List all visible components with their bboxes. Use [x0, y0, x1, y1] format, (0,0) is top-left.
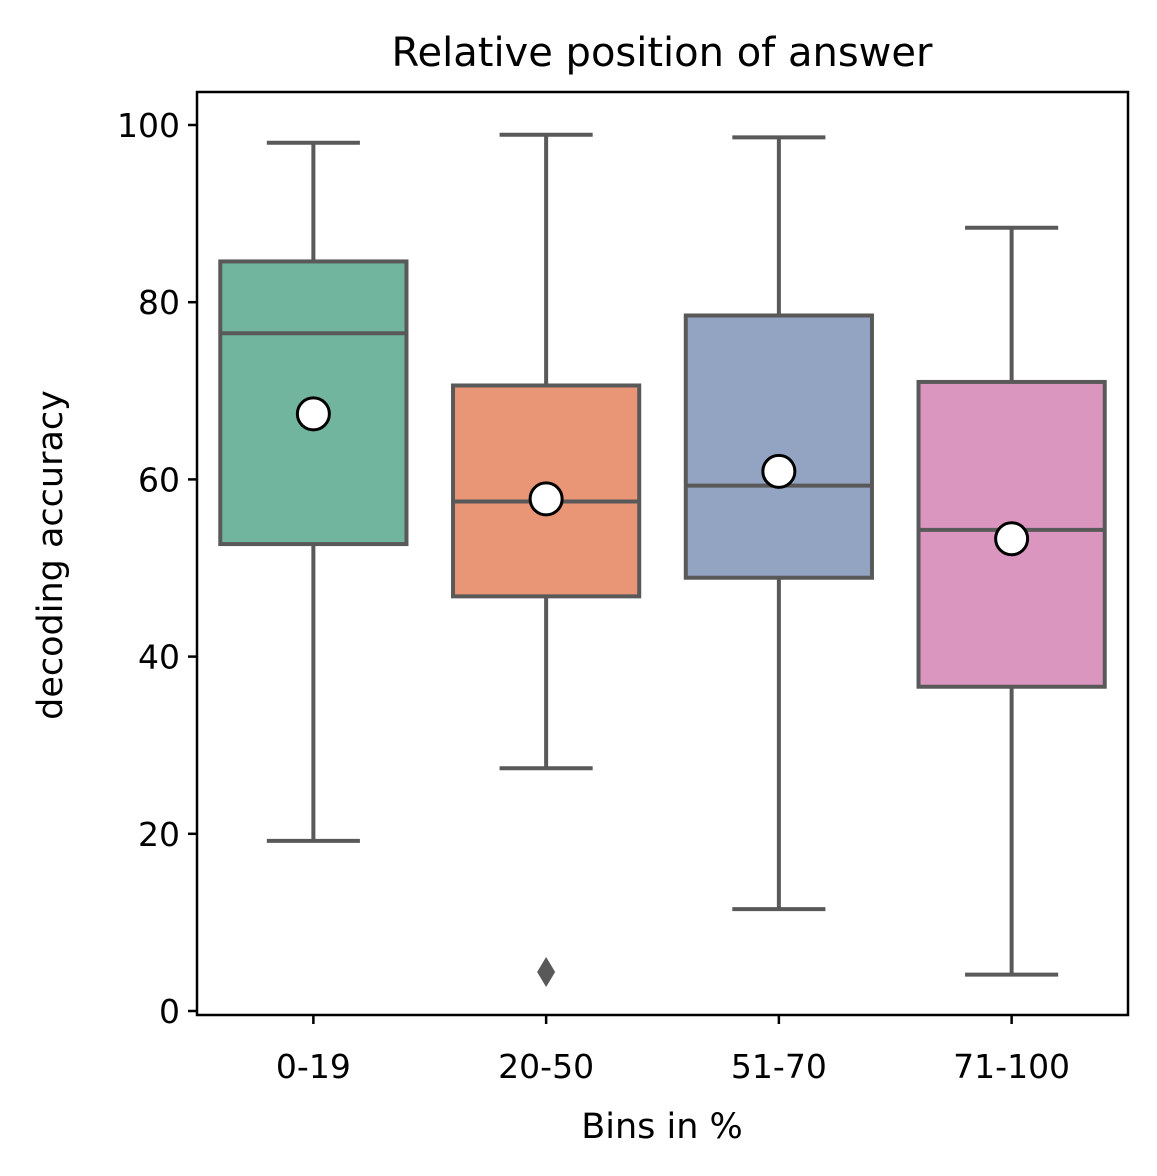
- box-group-20-50: [451, 132, 642, 988]
- chart-title: Relative position of answer: [392, 30, 933, 76]
- y-tick-label: 100: [117, 106, 180, 145]
- outlier-point: [537, 957, 556, 988]
- x-tick-label: 0-19: [276, 1047, 351, 1086]
- y-tick-label: 0: [159, 992, 180, 1031]
- mean-marker: [528, 481, 564, 517]
- box-group-51-70: [683, 135, 874, 912]
- x-tick-label: 51-70: [731, 1047, 827, 1086]
- x-tick-label: 20-50: [498, 1047, 594, 1086]
- plot-area: [218, 132, 1107, 988]
- y-tick-label: 20: [138, 815, 180, 854]
- box-51-70: [683, 313, 874, 580]
- mean-marker: [761, 453, 797, 489]
- y-tick-label: 40: [138, 638, 180, 677]
- plot-frame: [195, 90, 1130, 1017]
- box-group-0-19: [218, 140, 409, 843]
- y-tick-label: 80: [138, 283, 180, 322]
- mean-marker: [295, 396, 331, 432]
- x-tick-label: 71-100: [953, 1047, 1070, 1086]
- box-group-71-100: [916, 225, 1107, 977]
- y-tick-label: 60: [138, 460, 180, 499]
- y-axis-label: decoding accuracy: [31, 390, 71, 720]
- x-axis-label: Bins in %: [581, 1107, 743, 1147]
- mean-marker: [994, 521, 1030, 557]
